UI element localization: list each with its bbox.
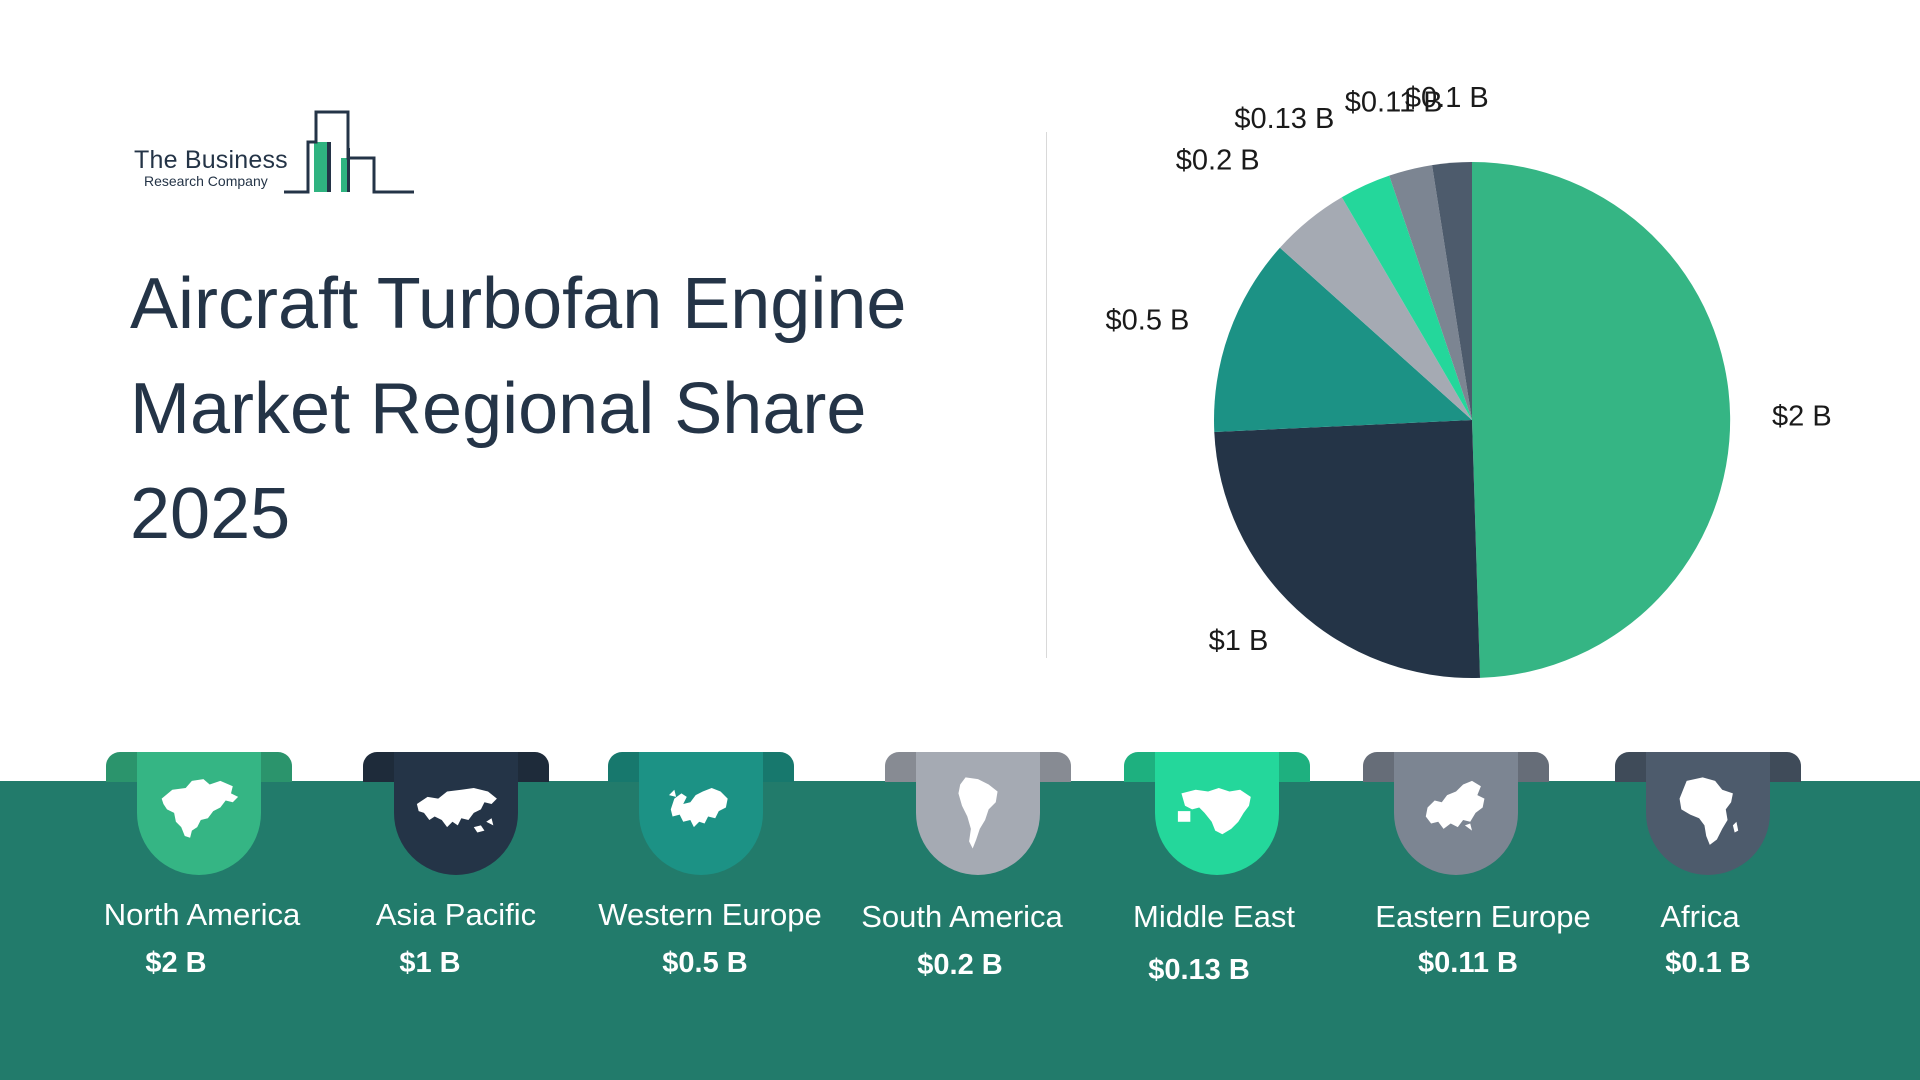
logo-buildings-icon [284,110,414,194]
region-value-north-america: $2 B [145,947,207,979]
south-america-map-icon [958,777,998,849]
title-line-1: Aircraft Turbofan Engine [130,264,907,344]
badge-asia-pacific [363,752,549,875]
region-name-africa: Africa [1660,899,1740,934]
middle-east-map-icon [1177,788,1251,835]
region-value-asia-pacific: $1 B [399,947,461,979]
region-value-middle-east: $0.13 B [1148,954,1250,986]
pie-label-western-europe: $0.5 B [1106,304,1190,336]
title-line-3: 2025 [130,474,291,554]
north-america-map-icon [161,779,239,838]
region-name-asia-pacific: Asia Pacific [375,897,537,932]
badge-south-america [885,752,1071,875]
logo-line2: Research Company [144,173,268,189]
pie-slice-eastern-europe [1389,165,1472,420]
pie-slice-africa [1432,162,1472,420]
company-logo: The Business Research Company [134,108,424,198]
eastern-europe-map-icon [1425,780,1485,831]
pie-label-middle-east: $0.13 B [1234,103,1334,135]
pie-slice-middle-east [1341,175,1472,420]
badge-africa [1615,752,1801,875]
badge-middle-east [1124,752,1310,875]
pie-slice-asia-pacific [1214,420,1481,679]
pie-slice-western-europe [1213,247,1472,433]
pie-label-south-america: $0.2 B [1176,145,1260,177]
asia-map-icon [416,788,497,833]
page-title: Aircraft Turbofan Engine Market Regional… [130,252,990,567]
logo-line1: The Business [134,146,288,174]
pie-slice-north-america [1472,161,1731,678]
region-value-eastern-europe: $0.11 B [1418,947,1518,979]
region-value-south-america: $0.2 B [917,949,1003,981]
badge-eastern-europe [1363,752,1549,875]
region-value-western-europe: $0.5 B [662,947,748,979]
region-name-western-europe: Western Europe [598,897,822,932]
region-name-south-america: South America [861,899,1063,934]
title-line-2: Market Regional Share [130,369,867,449]
pie-label-africa: $0.1 B [1405,82,1489,114]
western-europe-map-icon [669,788,728,828]
vertical-divider [1046,132,1047,658]
badge-western-europe [608,752,794,875]
region-name-north-america: North America [103,897,301,932]
pie-label-asia-pacific: $1 B [1209,625,1269,657]
region-name-middle-east: Middle East [1133,899,1295,934]
pie-label-north-america: $2 B [1772,400,1832,432]
badge-north-america [106,752,292,875]
pie-slice-south-america [1279,197,1472,420]
pie-label-eastern-europe: $0.11 B [1345,87,1443,119]
region-value-africa: $0.1 B [1665,947,1751,979]
region-name-eastern-europe: Eastern Europe [1375,899,1591,934]
africa-map-icon [1679,777,1739,845]
